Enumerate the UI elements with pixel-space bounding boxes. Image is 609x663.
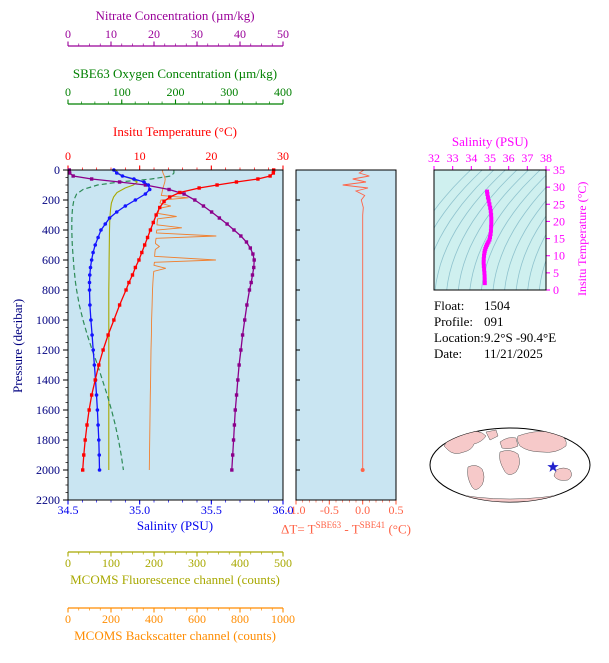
svg-text:100: 100 — [113, 85, 131, 99]
svg-text:600: 600 — [188, 612, 206, 626]
svg-text:400: 400 — [145, 612, 163, 626]
svg-text:30: 30 — [553, 180, 565, 194]
svg-text:35: 35 — [553, 163, 565, 177]
svg-text:400: 400 — [274, 85, 292, 99]
backscatter-axis-title: MCOMS Backscatter channel (counts) — [74, 628, 276, 643]
svg-text:1000: 1000 — [271, 612, 295, 626]
svg-text:0: 0 — [65, 149, 71, 163]
oxygen-axis-title: SBE63 Oxygen Concentration (µm/kg) — [72, 66, 278, 81]
svg-text:500: 500 — [274, 556, 292, 570]
svg-text:0: 0 — [54, 163, 60, 177]
svg-text:1000: 1000 — [36, 313, 60, 327]
delta-t-axis-title: ΔT= TSBE63 - TSBE41 (°C) — [281, 520, 411, 537]
ts-salinity-axis-title: Salinity (PSU) — [451, 134, 529, 149]
delta-t-title-mid: - T — [341, 521, 360, 537]
svg-text:0: 0 — [65, 85, 71, 99]
svg-text:25: 25 — [553, 197, 565, 211]
svg-text:36.0: 36.0 — [273, 503, 294, 517]
svg-text:30: 30 — [277, 149, 289, 163]
profile-value: 091 — [484, 314, 504, 329]
delta-t-title-sup1: SBE63 — [315, 520, 342, 530]
float-info-block: Float: 1504 Profile: 091 Location:9.2°S -9… — [434, 298, 556, 362]
continent-south-america — [467, 465, 485, 490]
svg-text:0: 0 — [553, 283, 559, 297]
location-star-marker — [547, 461, 559, 472]
svg-text:0: 0 — [65, 612, 71, 626]
svg-text:20: 20 — [148, 27, 160, 41]
location-value: 9.2°S -90.4°E — [484, 330, 557, 345]
svg-text:50: 50 — [277, 27, 289, 41]
continent-australia — [553, 467, 572, 481]
svg-text:30: 30 — [191, 27, 203, 41]
svg-text:20: 20 — [205, 149, 217, 163]
svg-text:300: 300 — [188, 556, 206, 570]
svg-text:0.0: 0.0 — [355, 503, 370, 517]
svg-text:400: 400 — [42, 223, 60, 237]
svg-text:400: 400 — [231, 556, 249, 570]
svg-text:0: 0 — [65, 556, 71, 570]
svg-text:200: 200 — [167, 85, 185, 99]
svg-text:35.0: 35.0 — [129, 503, 150, 517]
svg-text:33: 33 — [447, 151, 459, 165]
location-line: Location:9.2°S -90.4°E — [434, 330, 556, 346]
svg-text:40: 40 — [234, 27, 246, 41]
svg-text:37: 37 — [521, 151, 533, 165]
svg-text:1400: 1400 — [36, 373, 60, 387]
svg-text:10: 10 — [553, 249, 565, 263]
svg-text:10: 10 — [134, 149, 146, 163]
salinity-axis-title: Salinity (PSU) — [136, 518, 214, 533]
svg-text:10: 10 — [105, 27, 117, 41]
svg-text:-1.0: -1.0 — [287, 503, 306, 517]
svg-text:34.5: 34.5 — [58, 503, 79, 517]
svg-text:800: 800 — [42, 283, 60, 297]
float-label: Float: — [434, 298, 465, 313]
svg-text:1200: 1200 — [36, 343, 60, 357]
svg-text:-0.5: -0.5 — [320, 503, 339, 517]
float-id-line: Float: 1504 — [434, 298, 556, 314]
continent-africa — [499, 450, 520, 475]
svg-text:1600: 1600 — [36, 403, 60, 417]
svg-text:600: 600 — [42, 253, 60, 267]
svg-text:0.5: 0.5 — [389, 503, 404, 517]
svg-text:200: 200 — [102, 612, 120, 626]
svg-text:100: 100 — [102, 556, 120, 570]
svg-text:5: 5 — [553, 266, 559, 280]
svg-text:34: 34 — [465, 151, 477, 165]
date-label: Date: — [434, 346, 463, 361]
delta-t-title-sup2: SBE41 — [359, 520, 386, 530]
ts-temperature-axis-title: Insitu Temperature (°C) — [575, 181, 589, 296]
pressure-axis-title: Pressure (decibar) — [10, 298, 25, 393]
svg-text:2000: 2000 — [36, 463, 60, 477]
svg-text:0: 0 — [65, 27, 71, 41]
float-value: 1504 — [484, 298, 510, 313]
date-value: 11/21/2025 — [484, 346, 543, 361]
svg-text:20: 20 — [553, 214, 565, 228]
fluorescence-axis-title: MCOMS Fluorescence channel (counts) — [70, 572, 280, 587]
profile-number-line: Profile: 091 — [434, 314, 556, 330]
continent-greenland — [485, 429, 499, 441]
world-map — [429, 427, 591, 503]
svg-text:1800: 1800 — [36, 433, 60, 447]
svg-text:2200: 2200 — [36, 493, 60, 507]
location-label: Location: — [434, 330, 484, 345]
date-line: Date: 11/21/2025 — [434, 346, 556, 362]
svg-text:800: 800 — [231, 612, 249, 626]
svg-text:38: 38 — [540, 151, 552, 165]
svg-text:200: 200 — [145, 556, 163, 570]
delta-t-title-prefix: ΔT= T — [281, 521, 316, 537]
temperature-axis-title: Insitu Temperature (°C) — [113, 124, 237, 139]
svg-text:36: 36 — [503, 151, 515, 165]
svg-text:15: 15 — [553, 232, 565, 246]
profile-label: Profile: — [434, 314, 473, 329]
continent-europe — [499, 437, 519, 449]
svg-text:32: 32 — [428, 151, 440, 165]
svg-text:300: 300 — [220, 85, 238, 99]
delta-t-title-suffix: (°C) — [385, 521, 411, 537]
svg-text:200: 200 — [42, 193, 60, 207]
nitrate-axis-title: Nitrate Concentration (µm/kg) — [95, 8, 255, 23]
svg-text:35: 35 — [484, 151, 496, 165]
svg-text:35.5: 35.5 — [201, 503, 222, 517]
